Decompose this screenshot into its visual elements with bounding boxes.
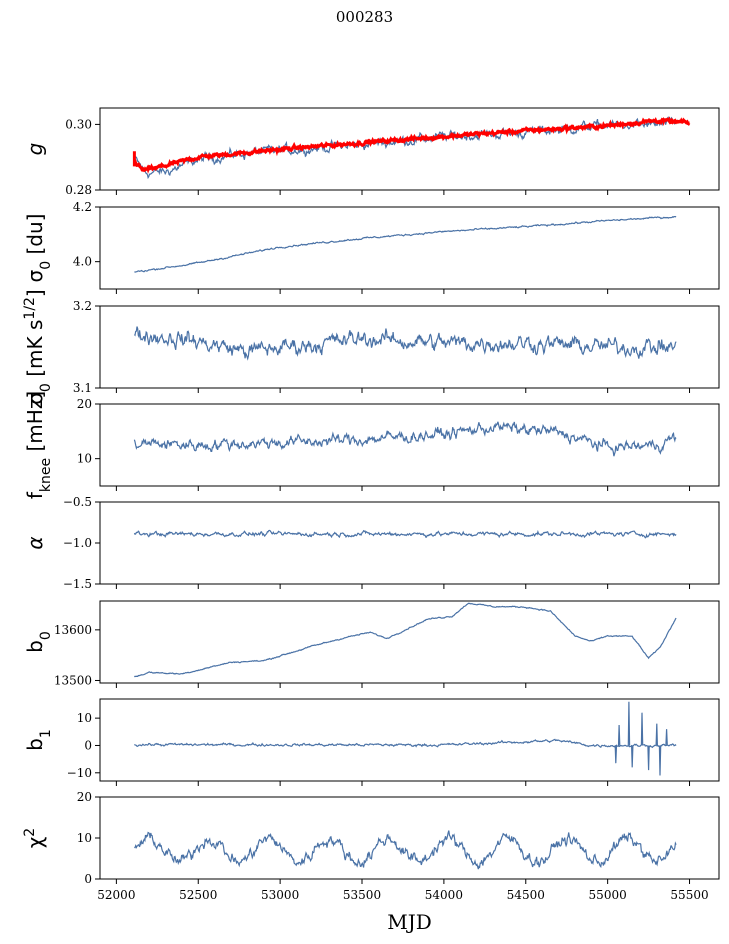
ylabel-b0: b0 xyxy=(23,631,54,653)
series-line-chi2 xyxy=(134,830,677,870)
ytick-label: −10 xyxy=(67,766,92,780)
xtick-label: 53500 xyxy=(343,888,381,902)
ytick-label: 0 xyxy=(84,738,92,752)
panel-sigma0-physical: 3.1 3.2 σ0 [mK s1/2] xyxy=(22,289,720,405)
ytick-label: 20 xyxy=(77,790,92,804)
series-line-fknee xyxy=(133,421,677,457)
panel-alpha: −1.5 −1.0 −0.5 α xyxy=(23,495,720,591)
figure-title: 000283 xyxy=(335,8,394,26)
ytick-label: 13600 xyxy=(54,623,92,637)
ytick-label: 20 xyxy=(77,397,92,411)
series-line-sigma0-physical xyxy=(133,326,677,361)
ytick-label: 3.2 xyxy=(73,299,92,313)
xtick-label: 54000 xyxy=(425,888,463,902)
xtick-label: 53000 xyxy=(261,888,299,902)
ytick-label: −0.5 xyxy=(63,495,92,509)
ylabel-alpha: α xyxy=(23,536,47,549)
ylabel-b1: b1 xyxy=(23,729,54,751)
ytick-label: 10 xyxy=(77,831,92,845)
xtick-label: 55000 xyxy=(589,888,627,902)
axes-frame xyxy=(99,600,720,684)
ytick-label: 4.2 xyxy=(73,200,92,214)
xtick-label: 55500 xyxy=(670,888,708,902)
panel-b1: −10 0 10 b1 xyxy=(23,698,720,786)
series-line-sigma0 xyxy=(134,215,677,273)
series-line-b1 xyxy=(134,701,677,776)
series-line-b0 xyxy=(133,602,677,678)
panel-chi2: 0 10 20 χ2 xyxy=(22,790,720,886)
xtick-label: 54500 xyxy=(507,888,545,902)
xtick-label: 52000 xyxy=(97,888,135,902)
ylabel-gain: g xyxy=(23,143,47,156)
panel-gain: 0.28 0.30 g xyxy=(23,107,720,197)
x-axis-label: MJD xyxy=(387,910,432,934)
xtick-label: 52500 xyxy=(179,888,217,902)
axes-frame xyxy=(99,501,720,585)
ytick-label: 0.30 xyxy=(65,117,92,131)
ylabel-sigma0-physical: σ0 [mK s1/2] xyxy=(22,289,54,405)
axes-frame xyxy=(99,403,720,487)
ytick-label: 3.1 xyxy=(73,381,92,395)
axes-frame xyxy=(99,698,720,782)
ytick-label: 10 xyxy=(77,452,92,466)
ylabel-chi2: χ2 xyxy=(22,828,47,848)
ytick-label: −1.0 xyxy=(63,536,92,550)
panel-fknee: 10 20 fknee [mHz] xyxy=(23,391,720,499)
ylabel-fknee: fknee [mHz] xyxy=(23,391,54,499)
axes-frame xyxy=(99,107,720,191)
ytick-label: 0.28 xyxy=(65,183,92,197)
ytick-label: 0 xyxy=(84,872,92,886)
series-line-alpha xyxy=(133,529,677,539)
panel-sigma0: 4.0 4.2 σ0 [du] xyxy=(23,200,720,294)
overlay-line-gain xyxy=(132,116,691,174)
ytick-label: 13500 xyxy=(54,673,92,687)
ylabel-sigma0: σ0 [du] xyxy=(23,214,54,283)
ytick-label: 10 xyxy=(77,711,92,725)
ytick-label: −1.5 xyxy=(63,577,92,591)
ytick-label: 4.0 xyxy=(73,255,92,269)
axes-frame xyxy=(99,206,720,290)
axes-frame xyxy=(99,305,720,389)
